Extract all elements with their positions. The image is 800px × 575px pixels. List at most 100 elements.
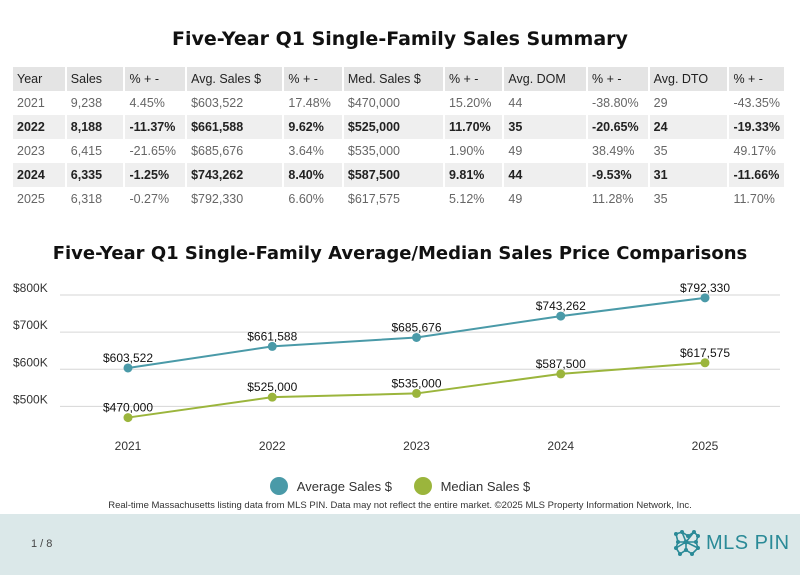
y-tick-label: $600K: [13, 355, 48, 369]
x-tick-label: 2021: [115, 439, 142, 453]
cell: 31: [648, 163, 730, 187]
data-point: [267, 341, 277, 351]
data-point: [412, 332, 421, 342]
data-label: $470,000: [103, 401, 153, 415]
cell: 3.64%: [283, 139, 344, 163]
cell: $603,522: [186, 91, 285, 115]
cell: 44: [503, 91, 589, 115]
col-header: Med. Sales $: [342, 67, 445, 91]
cell: 6,335: [65, 163, 126, 187]
cell: 49.17%: [728, 139, 786, 163]
chart-legend: Average Sales $ Median Sales $: [0, 477, 800, 498]
col-header: Avg. DOM: [503, 67, 589, 91]
legend-label: Median Sales $: [440, 478, 531, 494]
cell: 9,238: [65, 91, 126, 115]
median-series-swatch: [413, 477, 432, 495]
cell: $587,500: [342, 163, 445, 187]
data-point: [700, 358, 710, 368]
cell: 9.62%: [283, 115, 344, 139]
summary-title: Five-Year Q1 Single-Family Sales Summary: [172, 28, 628, 50]
cell: -0.27%: [124, 187, 188, 211]
cell: -19.33%: [728, 115, 786, 139]
cell: $617,575: [342, 187, 445, 211]
cell: 24: [648, 115, 730, 139]
cell: $525,000: [342, 115, 445, 139]
cell: 1.90%: [443, 139, 505, 163]
col-header: % + -: [124, 67, 188, 91]
data-point: [412, 388, 421, 398]
cell: 49: [503, 139, 589, 163]
data-label: $617,575: [680, 346, 730, 360]
cell: 8,188: [65, 115, 126, 139]
col-header: % + -: [283, 67, 344, 91]
cell: -9.53%: [587, 163, 650, 187]
data-point: [556, 369, 566, 379]
col-header: % + -: [443, 67, 505, 91]
cell: 2025: [13, 187, 67, 211]
cell: 35: [648, 187, 730, 211]
cell: 2021: [13, 91, 67, 115]
table-row: 2022 8,188 -11.37% $661,588 9.62% $525,0…: [13, 115, 786, 139]
cell: -11.66%: [728, 163, 786, 187]
cell: -38.80%: [587, 91, 650, 115]
cell: 4.45%: [124, 91, 188, 115]
data-label: $587,500: [536, 357, 586, 371]
y-tick-label: $700K: [13, 318, 48, 332]
series-layer: $603,522 $661,588 $685,676 $743,262 $792,330…: [103, 281, 730, 423]
data-label: $685,676: [391, 320, 441, 334]
cell: $535,000: [342, 139, 445, 163]
x-tick-label: 2025: [692, 439, 719, 453]
cell: 17.48%: [283, 91, 344, 115]
x-tick-label: 2023: [403, 439, 430, 453]
cell: -43.35%: [728, 91, 786, 115]
cell: 11.70%: [728, 187, 786, 211]
data-label: $525,000: [247, 380, 297, 394]
cell: 2022: [13, 115, 67, 139]
cell: 9.81%: [443, 163, 505, 187]
y-tick-label: $800K: [13, 281, 48, 295]
data-point: [123, 363, 133, 373]
cell: 15.20%: [443, 91, 505, 115]
cell: 5.12%: [443, 187, 505, 211]
cell: 2023: [13, 139, 67, 163]
col-header: Avg. Sales $: [186, 67, 285, 91]
cell: 6,318: [65, 187, 126, 211]
footer-bar: 1 / 8 MLS PIN: [0, 514, 800, 575]
cell: 44: [503, 163, 589, 187]
cell: -20.65%: [587, 115, 650, 139]
table-row: 2024 6,335 -1.25% $743,262 8.40% $587,50…: [13, 163, 786, 187]
data-point: [556, 311, 566, 321]
x-tick-label: 2024: [547, 439, 574, 453]
cell: 29: [648, 91, 730, 115]
cell: 2024: [13, 163, 67, 187]
footnote: Real-time Massachusetts listing data fro…: [108, 500, 692, 511]
gridlines: [60, 294, 780, 407]
cell: 6.60%: [283, 187, 344, 211]
sales-summary-table: Year Sales % + - Avg. Sales $ % + - Med.…: [13, 67, 786, 211]
col-header: Sales: [65, 67, 126, 91]
cell: -1.25%: [124, 163, 188, 187]
page-number: 1 / 8: [31, 538, 53, 550]
cell: 11.70%: [443, 115, 505, 139]
table-row: 2023 6,415 -21.65% $685,676 3.64% $535,0…: [13, 139, 786, 163]
y-tick-label: $500K: [13, 392, 48, 406]
cell: 11.28%: [587, 187, 650, 211]
data-point: [267, 392, 277, 402]
cell: 6,415: [65, 139, 126, 163]
cell: $661,588: [186, 115, 285, 139]
table-row: 2021 9,238 4.45% $603,522 17.48% $470,00…: [13, 91, 786, 115]
cell: 35: [503, 115, 589, 139]
cell: $743,262: [186, 163, 285, 187]
col-header: % + -: [587, 67, 650, 91]
cell: 49: [503, 187, 589, 211]
col-header: Year: [13, 67, 67, 91]
data-label: $743,262: [536, 299, 586, 313]
legend-item-median: Median Sales $: [413, 477, 531, 495]
col-header: Avg. DTO: [648, 67, 730, 91]
mls-pin-network-icon: [674, 530, 700, 556]
data-label: $535,000: [391, 376, 441, 390]
mls-pin-logo: MLS PIN: [672, 528, 790, 558]
table-row: 2025 6,318 -0.27% $792,330 6.60% $617,57…: [13, 187, 786, 211]
cell: 8.40%: [283, 163, 344, 187]
legend-item-average: Average Sales $: [269, 477, 392, 495]
